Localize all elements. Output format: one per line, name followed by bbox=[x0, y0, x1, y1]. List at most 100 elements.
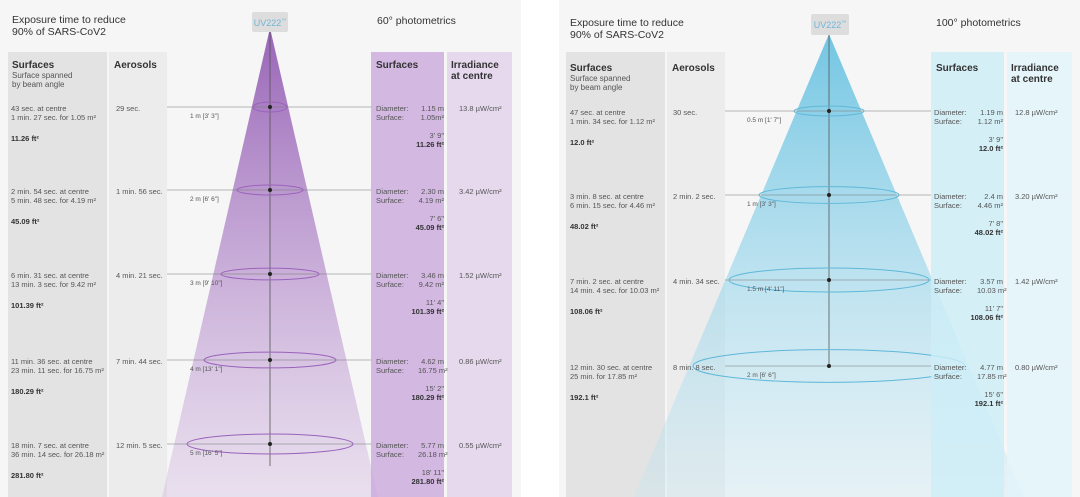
irradiance-header-line1: Irradiance bbox=[1011, 63, 1059, 74]
exposure-centre-time: 3 min. 8 sec. at centre bbox=[570, 192, 644, 201]
beam-footprint-ellipse bbox=[236, 184, 304, 196]
irradiance-value: 0.80 µW/cm² bbox=[1015, 363, 1058, 372]
exposure-centre-time: 18 min. 7 sec. at centre bbox=[11, 441, 89, 450]
irradiance-header-line2: at centre bbox=[1011, 74, 1053, 85]
distance-label: 4 m [13' 1"] bbox=[190, 366, 223, 373]
surface-label: Surface: bbox=[376, 196, 404, 205]
beam-footprint-ellipse bbox=[220, 267, 320, 281]
aerosols-column-bg bbox=[109, 52, 167, 497]
irradiance-value: 12.8 µW/cm² bbox=[1015, 108, 1058, 117]
distance-label: 5 m [16' 5"] bbox=[190, 450, 223, 457]
surface-value: 10.03 m² bbox=[977, 286, 1007, 295]
diameter-value: 1.15 m bbox=[421, 104, 444, 113]
surface-value: 16.75 m² bbox=[418, 366, 448, 375]
diameter-label: Diameter: bbox=[376, 441, 409, 450]
surfaces-column-bg bbox=[8, 52, 107, 497]
diameter-label: Diameter: bbox=[934, 363, 967, 372]
beam-centre-dot bbox=[268, 272, 272, 276]
beam-cone-60 bbox=[162, 28, 378, 497]
exposure-full-surface-time: 1 min. 34 sec. for 1.12 m² bbox=[570, 117, 656, 126]
diameter-label: Diameter: bbox=[934, 108, 967, 117]
surfaces-column-bg bbox=[566, 52, 665, 497]
aerosol-exposure-time: 29 sec. bbox=[116, 104, 141, 113]
photometrics-panel-60: UV222™ Exposure time to reduce 90% of SA… bbox=[0, 0, 521, 497]
aerosol-exposure-time: 2 min. 2 sec. bbox=[673, 192, 716, 201]
exposure-full-surface-time: 36 min. 14 sec. for 26.18 m² bbox=[11, 450, 105, 459]
beam-centre-dot bbox=[827, 109, 831, 113]
surface-value: 17.85 m² bbox=[977, 372, 1007, 381]
diameter-label: Diameter: bbox=[376, 357, 409, 366]
photometrics-title: 100° photometrics bbox=[936, 17, 1021, 29]
surface-area-ft: 281.80 ft² bbox=[11, 471, 44, 480]
imperial-area: 48.02 ft² bbox=[974, 228, 1003, 237]
irradiance-value: 3.20 µW/cm² bbox=[1015, 192, 1058, 201]
distance-label: 1 m [3' 3"] bbox=[190, 113, 219, 120]
irradiance-value: 0.86 µW/cm² bbox=[459, 357, 502, 366]
aerosols-header: Aerosols bbox=[114, 60, 157, 71]
uv222-lamp-badge: UV222™ bbox=[811, 14, 849, 35]
diameter-label: Diameter: bbox=[934, 192, 967, 201]
irradiance-header-line1: Irradiance bbox=[451, 60, 499, 71]
right-surfaces-column-bg bbox=[371, 52, 444, 497]
imperial-diameter: 3' 9" bbox=[429, 131, 444, 140]
lamp-label: UV222 bbox=[253, 18, 282, 28]
diameter-label: Diameter: bbox=[934, 277, 967, 286]
surface-area-ft: 108.06 ft² bbox=[570, 307, 603, 316]
exposure-title-line2: 90% of SARS-CoV2 bbox=[12, 26, 106, 38]
aerosol-exposure-time: 4 min. 21 sec. bbox=[116, 271, 163, 280]
aerosol-exposure-time: 12 min. 5 sec. bbox=[116, 441, 163, 450]
exposure-full-surface-time: 1 min. 27 sec. for 1.05 m² bbox=[11, 113, 97, 122]
exposure-full-surface-time: 14 min. 4 sec. for 10.03 m² bbox=[570, 286, 660, 295]
imperial-area: 12.0 ft² bbox=[978, 144, 1003, 153]
imperial-diameter: 11' 7" bbox=[984, 304, 1003, 313]
exposure-full-surface-time: 25 min. for 17.85 m² bbox=[570, 372, 638, 381]
imperial-area: 281.80 ft² bbox=[411, 477, 444, 486]
diameter-value: 2.4 m bbox=[984, 192, 1003, 201]
surface-area-ft: 180.29 ft² bbox=[11, 387, 44, 396]
surface-area-ft: 45.09 ft² bbox=[11, 217, 40, 226]
beam-centre-dot bbox=[268, 105, 272, 109]
surface-value: 1.12 m² bbox=[977, 117, 1003, 126]
surface-value: 26.18 m² bbox=[418, 450, 448, 459]
distance-label: 0.5 m [1' 7"] bbox=[747, 117, 782, 124]
aerosol-exposure-time: 30 sec. bbox=[673, 108, 698, 117]
irradiance-value: 3.42 µW/cm² bbox=[459, 187, 502, 196]
distance-label: 1.5 m [4' 11"] bbox=[747, 286, 785, 293]
beam-footprint-ellipse bbox=[203, 351, 337, 369]
beam-footprint-ellipse bbox=[252, 101, 288, 113]
exposure-centre-time: 2 min. 54 sec. at centre bbox=[11, 187, 89, 196]
surface-area-ft: 11.26 ft² bbox=[11, 134, 39, 143]
beam-centre-dot bbox=[827, 364, 831, 368]
diameter-value: 4.62 m bbox=[421, 357, 444, 366]
surface-label: Surface: bbox=[376, 113, 404, 122]
irradiance-column-bg bbox=[1007, 52, 1072, 497]
exposure-full-surface-time: 6 min. 15 sec. for 4.46 m² bbox=[570, 201, 656, 210]
exposure-full-surface-time: 5 min. 48 sec. for 4.19 m² bbox=[11, 196, 97, 205]
imperial-area: 192.1 ft² bbox=[974, 399, 1003, 408]
diameter-value: 1.19 m bbox=[980, 108, 1003, 117]
diameter-value: 4.77 m bbox=[980, 363, 1003, 372]
diameter-value: 3.46 m bbox=[421, 271, 444, 280]
imperial-area: 45.09 ft² bbox=[415, 223, 444, 232]
beam-centre-dot bbox=[827, 278, 831, 282]
surface-label: Surface: bbox=[376, 366, 404, 375]
irradiance-value: 13.8 µW/cm² bbox=[459, 104, 502, 113]
irradiance-header-line2: at centre bbox=[451, 71, 493, 82]
imperial-area: 180.29 ft² bbox=[411, 393, 444, 402]
surfaces-subtitle-line1: Surface spanned bbox=[12, 71, 73, 80]
imperial-diameter: 3' 9" bbox=[988, 135, 1003, 144]
imperial-area: 108.06 ft² bbox=[970, 313, 1003, 322]
diameter-value: 2.30 m bbox=[421, 187, 444, 196]
distance-label: 2 m [6' 6"] bbox=[190, 196, 219, 203]
surface-value: 4.19 m² bbox=[418, 196, 444, 205]
surfaces-subtitle-line2: by beam angle bbox=[12, 80, 65, 89]
photometrics-title: 60° photometrics bbox=[377, 15, 456, 27]
photometric-surfaces-header: Surfaces bbox=[936, 63, 979, 74]
exposure-title-line1: Exposure time to reduce bbox=[570, 17, 684, 29]
exposure-centre-time: 12 min. 30 sec. at centre bbox=[570, 363, 653, 372]
diameter-value: 3.57 m bbox=[980, 277, 1003, 286]
surface-area-ft: 192.1 ft² bbox=[570, 393, 599, 402]
surface-area-ft: 101.39 ft² bbox=[11, 301, 44, 310]
surfaces-subtitle-line1: Surface spanned bbox=[570, 74, 631, 83]
irradiance-value: 1.42 µW/cm² bbox=[1015, 277, 1058, 286]
